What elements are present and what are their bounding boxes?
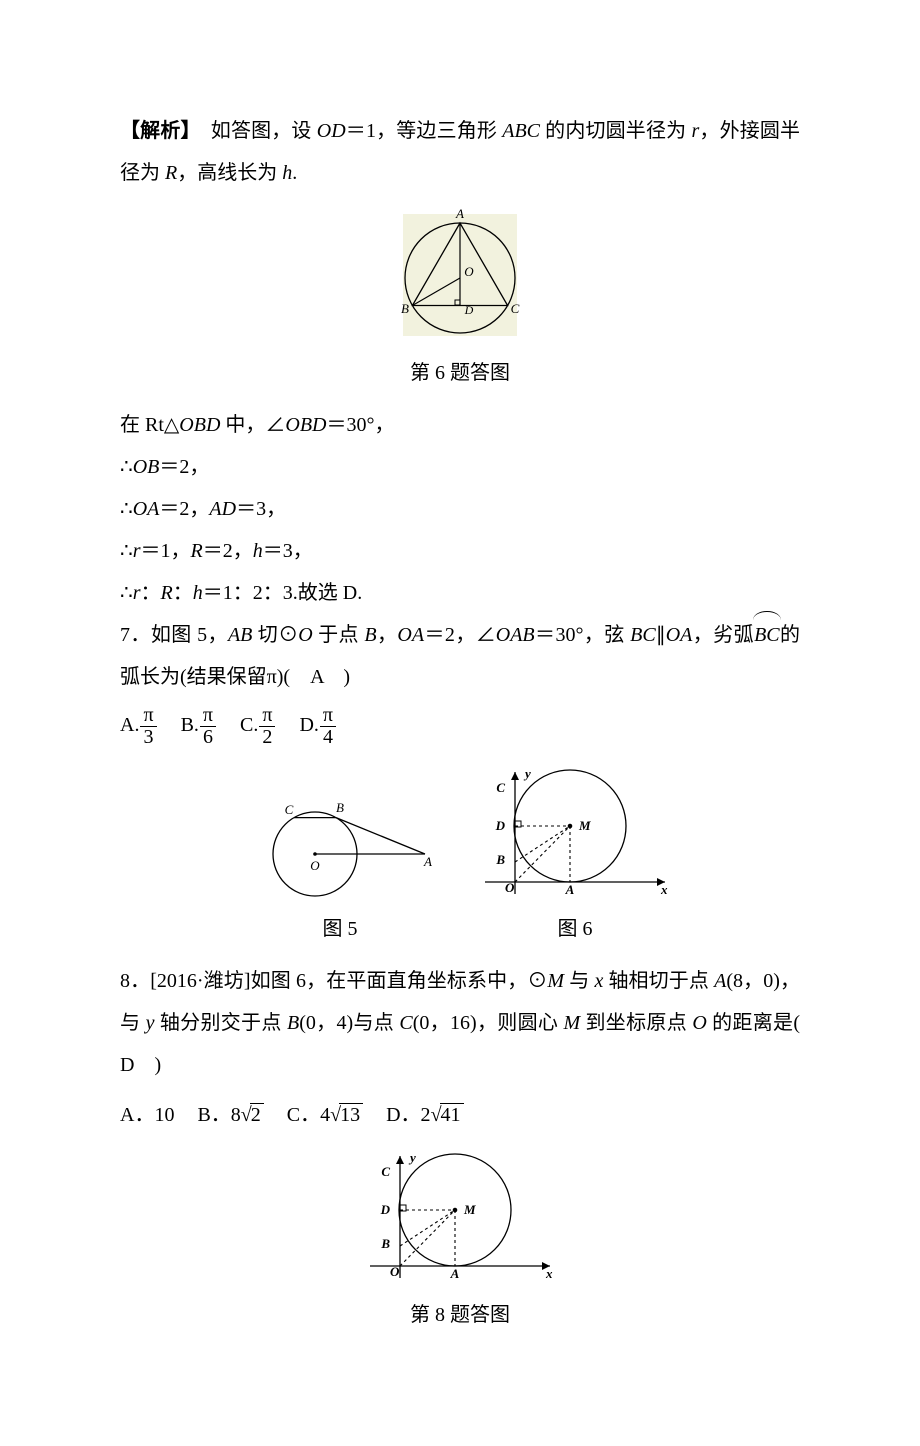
svg-text:B: B [495, 852, 505, 867]
tangent-circle-diagram: O A B C [245, 784, 435, 904]
svg-text:y: y [408, 1150, 416, 1165]
option-c: C．4√13 [287, 1094, 363, 1136]
svg-text:x: x [660, 882, 668, 897]
svg-text:y: y [523, 766, 531, 781]
coordinate-circle-diagram: O A B C D M x y [475, 764, 675, 904]
option-a: A.π3 [120, 704, 158, 748]
question-8: 8．[2016·潍坊]如图 6，在平面直角坐标系中，⊙M 与 x 轴相切于点 A… [120, 960, 800, 1086]
figure-8-answer-caption: 第 8 题答图 [120, 1294, 800, 1336]
svg-text:M: M [578, 818, 591, 833]
svg-text:C: C [285, 802, 294, 817]
question-7-options: A.π3 B.π6 C.π2 D.π4 [120, 704, 800, 748]
work-line-5: ∴r：R：h＝1：2：3.故选 D. [120, 572, 800, 614]
svg-text:A: A [423, 854, 432, 869]
svg-text:D: D [495, 818, 506, 833]
svg-text:B: B [380, 1236, 390, 1251]
work-line-2: ∴OB＝2， [120, 446, 800, 488]
svg-text:B: B [336, 800, 344, 815]
svg-text:A: A [450, 1266, 460, 1281]
figure-8-answer: O A B C D M x y [120, 1148, 800, 1288]
svg-text:C: C [381, 1164, 390, 1179]
figures-5-6: O A B C 图 5 O A B C D M x y [120, 764, 800, 960]
option-d: D.π4 [299, 704, 337, 748]
svg-text:C: C [496, 780, 505, 795]
analysis-intro: 【解析】 如答图，设 OD＝1，等边三角形 ABC 的内切圆半径为 r，外接圆半… [120, 110, 800, 194]
svg-text:A: A [455, 206, 464, 221]
analysis-label: 【解析】 [120, 120, 191, 142]
svg-text:B: B [401, 301, 409, 316]
svg-text:D: D [380, 1202, 391, 1217]
work-line-1: 在 Rt△OBD 中，∠OBD＝30°， [120, 404, 800, 446]
svg-text:A: A [565, 882, 575, 897]
question-7: 7．如图 5，AB 切⊙O 于点 B，OA＝2，∠OAB＝30°，弦 BC∥OA… [120, 614, 800, 698]
option-c: C.π2 [240, 704, 276, 748]
option-b: B．8√2 [197, 1094, 263, 1136]
option-b: B.π6 [181, 704, 217, 748]
work-line-3: ∴OA＝2，AD＝3， [120, 488, 800, 530]
svg-text:C: C [511, 301, 520, 316]
svg-text:O: O [464, 264, 474, 279]
figure-6: O A B C D M x y 图 6 [475, 764, 675, 960]
svg-text:O: O [390, 1264, 400, 1279]
svg-text:O: O [310, 858, 320, 873]
figure-6-answer-caption: 第 6 题答图 [120, 352, 800, 394]
svg-text:O: O [505, 880, 515, 895]
work-line-4: ∴r＝1，R＝2，h＝3， [120, 530, 800, 572]
coordinate-circle-diagram-answer: O A B C D M x y [360, 1148, 560, 1288]
figure-5-caption: 图 5 [245, 908, 435, 950]
svg-text:M: M [463, 1202, 476, 1217]
svg-text:D: D [464, 303, 474, 317]
figure-6-caption: 图 6 [475, 908, 675, 950]
option-a: A．10 [120, 1094, 174, 1136]
question-8-options: A．10 B．8√2 C．4√13 D．2√41 [120, 1092, 800, 1135]
figure-6-answer: A B C D O [120, 206, 800, 346]
svg-text:x: x [545, 1266, 553, 1281]
triangle-circle-diagram: A B C D O [385, 206, 535, 346]
figure-5: O A B C 图 5 [245, 784, 435, 960]
option-d: D．2√41 [386, 1094, 463, 1136]
